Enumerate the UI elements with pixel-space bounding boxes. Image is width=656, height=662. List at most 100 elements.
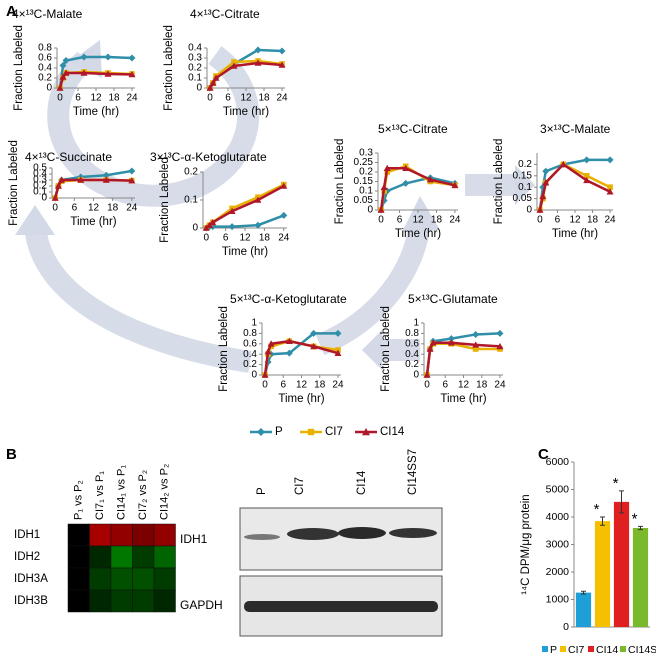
series-line [58,55,133,89]
marker [377,206,385,213]
x-tick-label: 6 [72,203,78,214]
x-tick-label: 0 [537,215,543,226]
marker [104,70,112,77]
marker [209,218,217,226]
error-bar [581,590,586,595]
arrow-head [362,330,382,370]
marker [472,330,480,338]
marker [51,194,59,201]
marker [380,183,388,190]
marker [264,348,272,355]
error-bar [619,490,624,514]
heatmap-cell [132,589,155,613]
y-axis-label: Fraction Labeled [159,157,171,243]
marker [261,371,269,378]
flow-arrows [24,46,520,373]
column-label: CI14₁ vs P₁ [116,465,128,520]
y-tick-label: 0.1 [188,73,202,84]
y-tick-label: 0 [413,370,419,381]
y-tick-label: 0.2 [359,167,373,178]
marker [278,47,286,55]
x-tick-label: 18 [431,215,443,226]
marker [128,177,136,184]
arrow-head [402,196,440,232]
y-tick-label: 0.2 [405,359,419,370]
column-label: P₁ vs P₂ [73,480,85,520]
heatmap-cell [110,545,133,569]
x-tick-label: 24 [126,93,138,104]
y-axis-label: ¹⁴C DPM/μg protein [520,494,532,594]
x-tick-label: 12 [240,93,252,104]
marker [228,207,236,214]
marker [536,206,544,213]
arrow-heads [15,40,535,370]
marker [62,69,70,76]
legend-swatch [542,646,548,652]
y-tick-label: 0.15 [354,176,374,187]
marker [80,69,88,76]
y-tick-label: 0.8 [405,328,419,339]
marker [285,349,293,357]
y-tick-label: 1000 [546,593,570,605]
y-tick-label: 0.2 [243,359,257,370]
x-tick-label: 6 [225,93,231,104]
x-axis-label: Time (hr) [552,228,598,240]
marker [426,345,434,352]
y-tick-label: 5000 [546,483,570,495]
marker [231,59,237,65]
western-blot [239,507,443,637]
y-tick-label: 0 [192,223,198,234]
marker [383,164,391,171]
legend-swatch [560,646,566,652]
x-axis-label: Time (hr) [278,393,324,405]
band [244,534,280,540]
bar [632,528,649,627]
legend-marker [257,428,265,436]
x-tick-label: 24 [332,380,344,391]
marker [447,339,455,346]
marker [542,179,550,186]
x-tick-label: 18 [587,215,599,226]
marker [606,188,614,195]
x-axis-label: Time (hr) [70,216,116,228]
x-tick-label: 12 [296,380,308,391]
x-tick-label: 12 [569,215,581,226]
y-tick-label: 0.4 [38,63,52,74]
y-tick-label: 0.1 [33,187,47,198]
legend-label: CI14 [596,644,618,656]
y-tick-label: 0.1 [184,195,198,206]
chart-title: 3×¹³C-α-Ketoglutarate [150,150,267,164]
marker [285,337,293,344]
heatmap-cell [89,567,112,591]
y-axis-label: Fraction Labeled [13,25,25,111]
chart-title: 4×¹³C-Malate [12,7,83,21]
marker [56,84,64,91]
marker [334,349,342,356]
heatmap-cell [89,545,112,569]
y-tick-label: 0 [251,370,257,381]
series-line [425,341,501,376]
marker [54,182,62,189]
marker [230,62,238,69]
x-tick-label: 12 [90,93,102,104]
chart-title: 4×¹³C-Succinate [25,150,112,164]
x-tick-label: 6 [442,380,448,391]
marker [77,176,85,183]
heatmap-cell [67,567,90,591]
row-label: IDH1 [14,529,40,541]
y-tick-label: 0.1 [359,186,373,197]
marker [102,176,110,183]
x-tick-label: 6 [397,215,403,226]
marker [310,329,318,337]
marker [267,340,275,347]
y-tick-label: 0 [367,205,373,216]
x-tick-label: 0 [262,380,268,391]
y-tick-label: 0.3 [188,53,202,64]
marker [254,59,262,66]
column-label: CI7₁ vs P₁ [94,471,106,520]
x-tick-label: 24 [449,215,461,226]
y-tick-label: 0.4 [188,43,202,54]
chart-title: 3×¹³C-Malate [540,122,611,136]
y-tick-label: 0.05 [354,195,374,206]
y-tick-label: 0.05 [513,193,533,204]
